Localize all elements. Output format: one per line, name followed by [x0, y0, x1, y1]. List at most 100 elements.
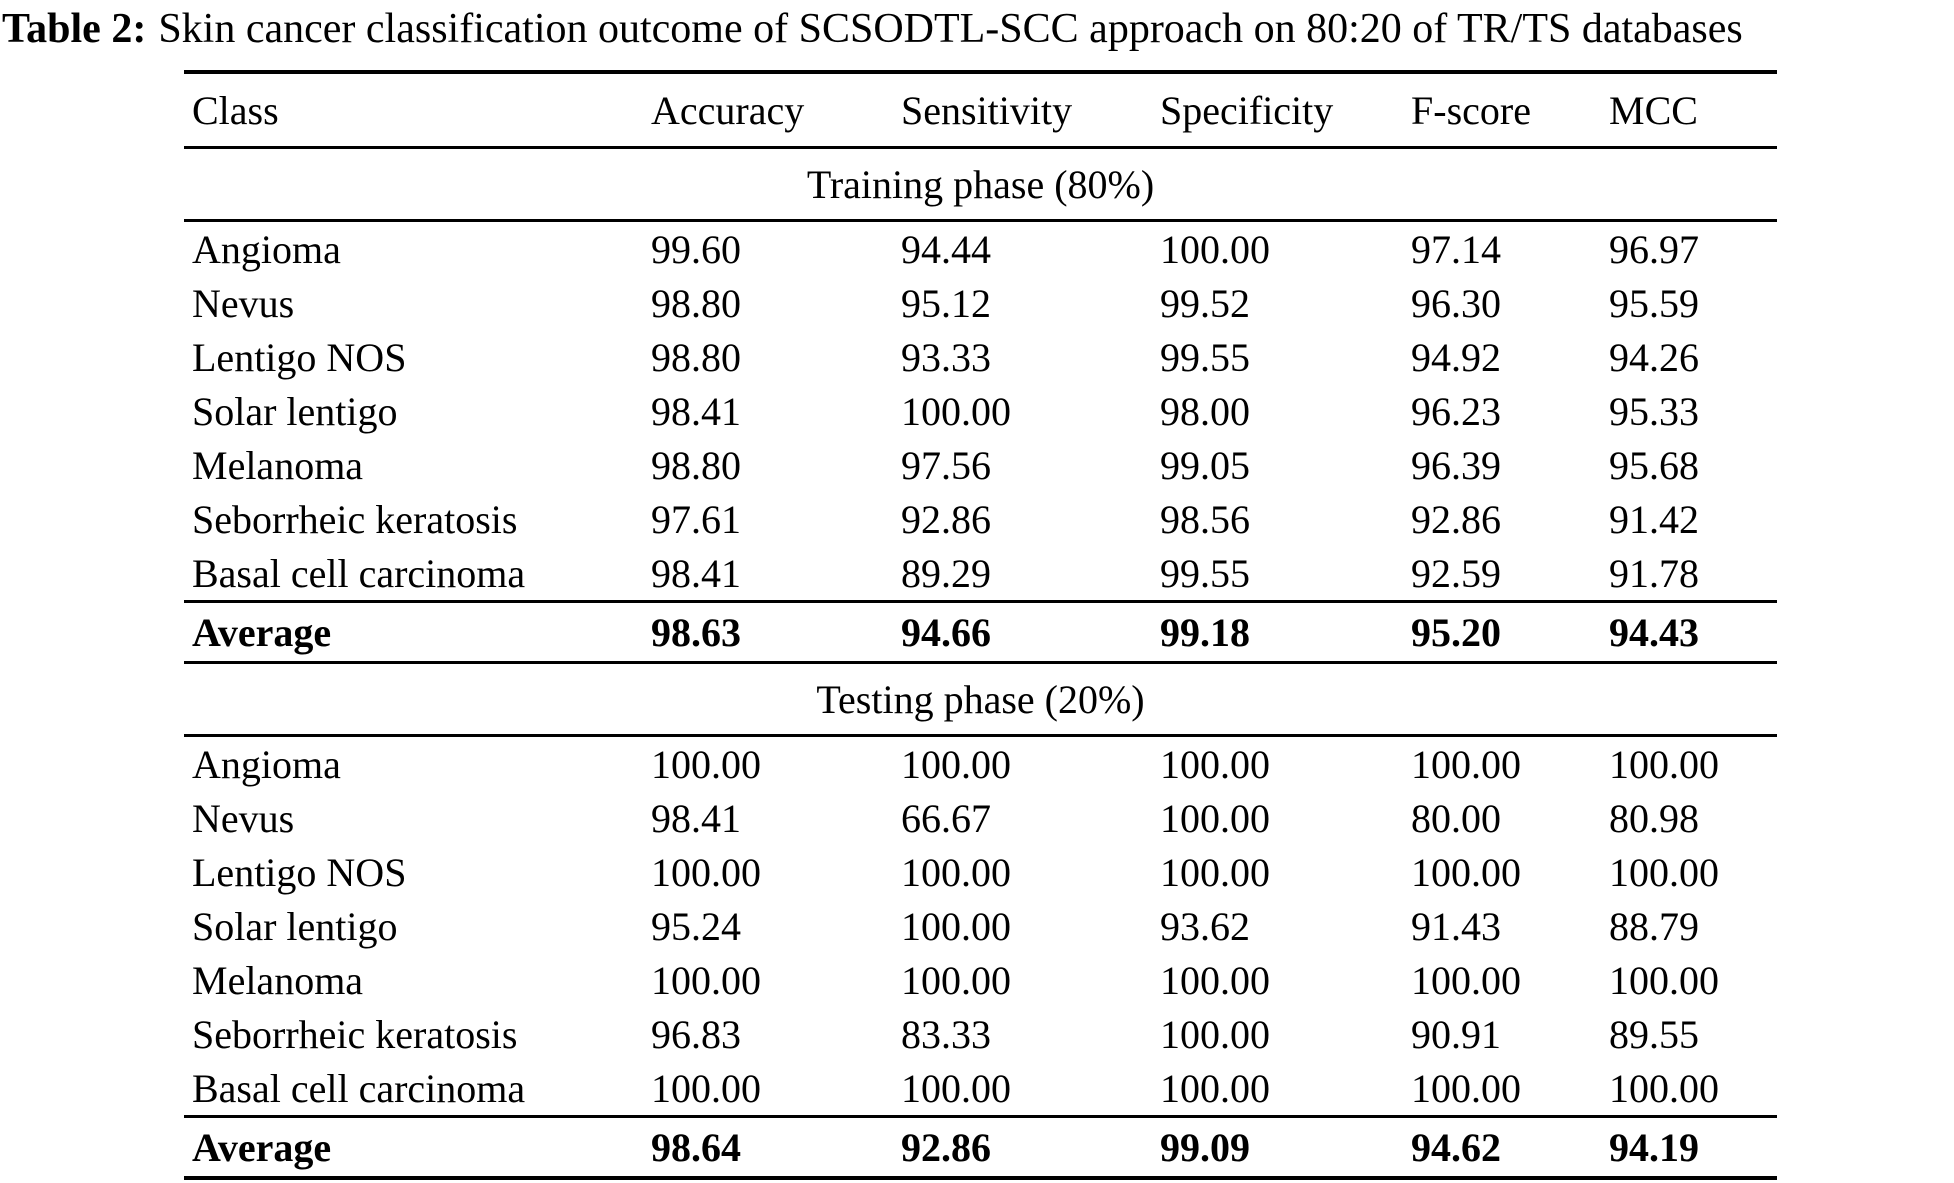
- value-cell: 94.26: [1609, 334, 1699, 380]
- value-cell: 98.80: [651, 442, 741, 488]
- table-row: Basal cell carcinoma 98.41 89.29 99.55 92.59…: [184, 546, 1777, 602]
- value-cell: 94.66: [901, 600, 1160, 664]
- value-cell: 100.00: [1160, 1011, 1270, 1057]
- value-cell: 100.00: [901, 903, 1011, 949]
- average-row: Average 98.64 92.86 99.09 94.62 94.19: [184, 1115, 1777, 1180]
- value-cell: 91.42: [1609, 496, 1699, 542]
- value-cell: 100.00: [1609, 957, 1719, 1003]
- value-cell: 100.00: [651, 849, 761, 895]
- value-cell: 94.43: [1609, 600, 1777, 664]
- value-cell: 99.52: [1160, 280, 1250, 326]
- value-cell: 95.68: [1609, 442, 1699, 488]
- value-cell: 100.00: [901, 741, 1011, 787]
- results-table: Class Accuracy Sensitivity Specificity F…: [184, 70, 1777, 1180]
- value-cell: 100.00: [901, 957, 1011, 1003]
- class-cell: Angioma: [192, 226, 341, 272]
- value-cell: 97.61: [651, 496, 741, 542]
- table-row: Solar lentigo 98.41 100.00 98.00 96.23 95.33: [184, 384, 1777, 438]
- value-cell: 89.55: [1609, 1011, 1699, 1057]
- col-header-fscore: F-score: [1411, 72, 1609, 149]
- value-cell: 97.14: [1411, 226, 1501, 272]
- class-cell: Average: [184, 1115, 651, 1180]
- value-cell: 100.00: [1609, 849, 1719, 895]
- value-cell: 80.00: [1411, 795, 1501, 841]
- table-row: Lentigo NOS 98.80 93.33 99.55 94.92 94.26: [184, 330, 1777, 384]
- col-header-specificity: Specificity: [1160, 72, 1411, 149]
- class-cell: Nevus: [192, 795, 295, 841]
- table-row: Lentigo NOS 100.00 100.00 100.00 100.00 100.0…: [184, 845, 1777, 899]
- table-caption-text: Skin cancer classification outcome of SC…: [158, 6, 1743, 52]
- class-cell: Seborrheic keratosis: [192, 1011, 518, 1057]
- value-cell: 94.92: [1411, 334, 1501, 380]
- class-cell: Basal cell carcinoma: [192, 1065, 526, 1111]
- value-cell: 100.00: [901, 849, 1011, 895]
- value-cell: 95.12: [901, 280, 991, 326]
- value-cell: 98.00: [1160, 388, 1250, 434]
- value-cell: 92.59: [1411, 550, 1501, 596]
- value-cell: 98.64: [651, 1115, 901, 1180]
- class-cell: Nevus: [192, 280, 295, 326]
- value-cell: 99.55: [1160, 334, 1250, 380]
- value-cell: 94.19: [1609, 1115, 1777, 1180]
- value-cell: 92.86: [901, 1115, 1160, 1180]
- value-cell: 92.86: [1411, 496, 1501, 542]
- class-cell: Solar lentigo: [192, 388, 398, 434]
- value-cell: 95.20: [1411, 600, 1609, 664]
- value-cell: 100.00: [1160, 957, 1270, 1003]
- table-row: Angioma 99.60 94.44 100.00 97.14 96.97: [184, 221, 1777, 277]
- class-cell: Solar lentigo: [192, 903, 398, 949]
- col-header-accuracy: Accuracy: [651, 72, 901, 149]
- value-cell: 98.63: [651, 600, 901, 664]
- table-row: Melanoma 100.00 100.00 100.00 100.00 100.00: [184, 953, 1777, 1007]
- table-row: Seborrheic keratosis 96.83 83.33 100.00 90.9…: [184, 1007, 1777, 1061]
- value-cell: 100.00: [1411, 957, 1521, 1003]
- value-cell: 97.56: [901, 442, 991, 488]
- value-cell: 93.33: [901, 334, 991, 380]
- table-row: Angioma 100.00 100.00 100.00 100.00 100.00: [184, 736, 1777, 792]
- value-cell: 98.41: [651, 795, 741, 841]
- table-row: Nevus 98.41 66.67 100.00 80.00 80.98: [184, 791, 1777, 845]
- value-cell: 100.00: [651, 1065, 761, 1111]
- value-cell: 100.00: [1160, 849, 1270, 895]
- table-row: Nevus 98.80 95.12 99.52 96.30 95.59: [184, 276, 1777, 330]
- value-cell: 100.00: [1609, 741, 1719, 787]
- value-cell: 99.60: [651, 226, 741, 272]
- value-cell: 96.97: [1609, 226, 1699, 272]
- class-cell: Lentigo NOS: [192, 334, 407, 380]
- value-cell: 98.80: [651, 334, 741, 380]
- class-cell: Melanoma: [192, 957, 364, 1003]
- col-header-class: Class: [184, 72, 651, 149]
- class-cell: Lentigo NOS: [192, 849, 407, 895]
- section-header: Testing phase (20%): [184, 662, 1777, 737]
- average-row: Average 98.63 94.66 99.18 95.20 94.43: [184, 600, 1777, 664]
- section-header: Training phase (80%): [184, 147, 1777, 222]
- value-cell: 100.00: [1160, 226, 1270, 272]
- value-cell: 100.00: [901, 1065, 1011, 1111]
- value-cell: 98.41: [651, 388, 741, 434]
- value-cell: 99.05: [1160, 442, 1250, 488]
- table-row: Basal cell carcinoma 100.00 100.00 100.00 10…: [184, 1061, 1777, 1117]
- class-cell: Average: [184, 600, 651, 664]
- value-cell: 95.24: [651, 903, 741, 949]
- value-cell: 96.23: [1411, 388, 1501, 434]
- value-cell: 100.00: [901, 388, 1011, 434]
- value-cell: 91.78: [1609, 550, 1699, 596]
- value-cell: 100.00: [1411, 741, 1521, 787]
- value-cell: 99.18: [1160, 600, 1411, 664]
- value-cell: 66.67: [901, 795, 991, 841]
- value-cell: 100.00: [651, 957, 761, 1003]
- value-cell: 90.91: [1411, 1011, 1501, 1057]
- value-cell: 93.62: [1160, 903, 1250, 949]
- value-cell: 94.44: [901, 226, 991, 272]
- table-body: Training phase (80%) Angioma 99.60 94.44 100…: [184, 147, 1777, 1180]
- class-cell: Seborrheic keratosis: [192, 496, 518, 542]
- value-cell: 96.83: [651, 1011, 741, 1057]
- value-cell: 80.98: [1609, 795, 1699, 841]
- table-row: Solar lentigo 95.24 100.00 93.62 91.43 88.79: [184, 899, 1777, 953]
- value-cell: 95.33: [1609, 388, 1699, 434]
- class-cell: Basal cell carcinoma: [192, 550, 526, 596]
- table-row: Melanoma 98.80 97.56 99.05 96.39 95.68: [184, 438, 1777, 492]
- value-cell: 100.00: [651, 741, 761, 787]
- value-cell: 83.33: [901, 1011, 991, 1057]
